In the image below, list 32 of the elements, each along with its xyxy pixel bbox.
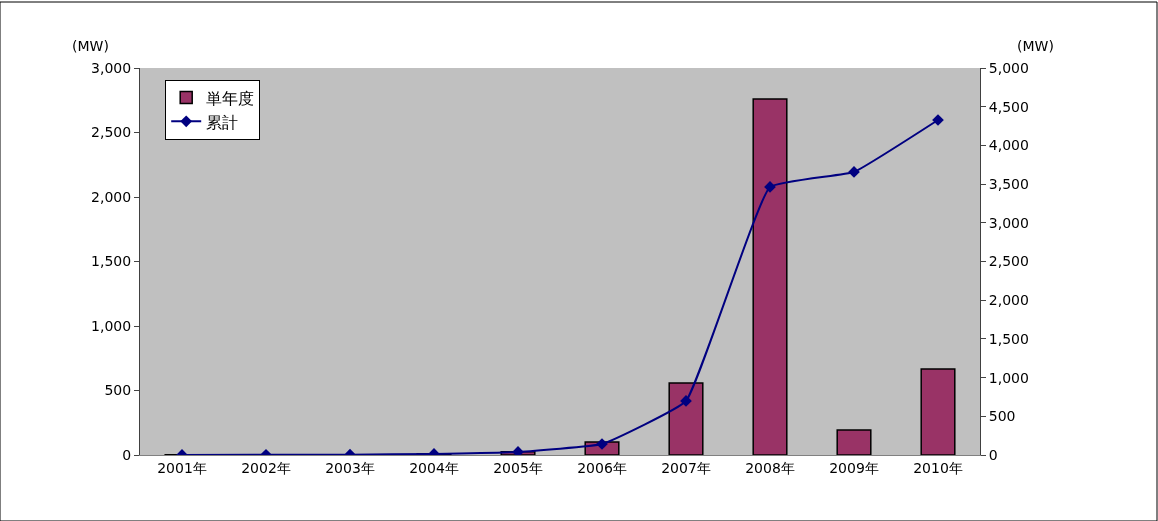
x-tick-label: 2009年 — [829, 459, 879, 476]
y-tick-label: 2,500 — [91, 124, 132, 141]
legend-label: 単年度 — [206, 88, 255, 108]
y2-tick-label: 4,500 — [988, 98, 1029, 115]
x-tick-label: 2003年 — [325, 459, 375, 476]
x-tick-label: 2007年 — [661, 459, 711, 476]
y-tick-label: 500 — [104, 382, 132, 399]
x-tick-label: 2001年 — [157, 459, 207, 476]
x-tick-label: 2004年 — [409, 459, 459, 476]
x-tick-label: 2002年 — [241, 459, 291, 476]
y2-tick-label: 2,500 — [988, 253, 1029, 270]
x-tick-label: 2005年 — [493, 459, 543, 476]
y-tick-label: 0 — [122, 446, 132, 463]
legend-label: 累計 — [206, 112, 239, 132]
y2-tick-label: 2,000 — [988, 292, 1029, 309]
y2-axis-title: (MW) — [1017, 38, 1054, 54]
y-tick-label: 2,000 — [91, 188, 132, 205]
y-tick-label: 3,000 — [91, 59, 132, 76]
y-tick-label: 1,000 — [91, 317, 132, 334]
x-tick-label: 2008年 — [745, 459, 795, 476]
y-tick-label: 1,500 — [91, 253, 132, 270]
y2-tick-label: 1,500 — [988, 330, 1029, 347]
y2-tick-label: 5,000 — [988, 59, 1029, 76]
y2-tick-label: 3,000 — [988, 214, 1029, 231]
y2-tick-label: 1,000 — [988, 369, 1029, 386]
x-tick-label: 2010年 — [913, 459, 963, 476]
x-tick-label: 2006年 — [577, 459, 627, 476]
y2-tick-label: 0 — [988, 446, 998, 463]
y-axis-title: (MW) — [72, 38, 109, 54]
y2-tick-label: 4,000 — [988, 137, 1029, 154]
y2-tick-label: 3,500 — [988, 176, 1029, 192]
y2-tick-label: 500 — [988, 408, 1016, 425]
